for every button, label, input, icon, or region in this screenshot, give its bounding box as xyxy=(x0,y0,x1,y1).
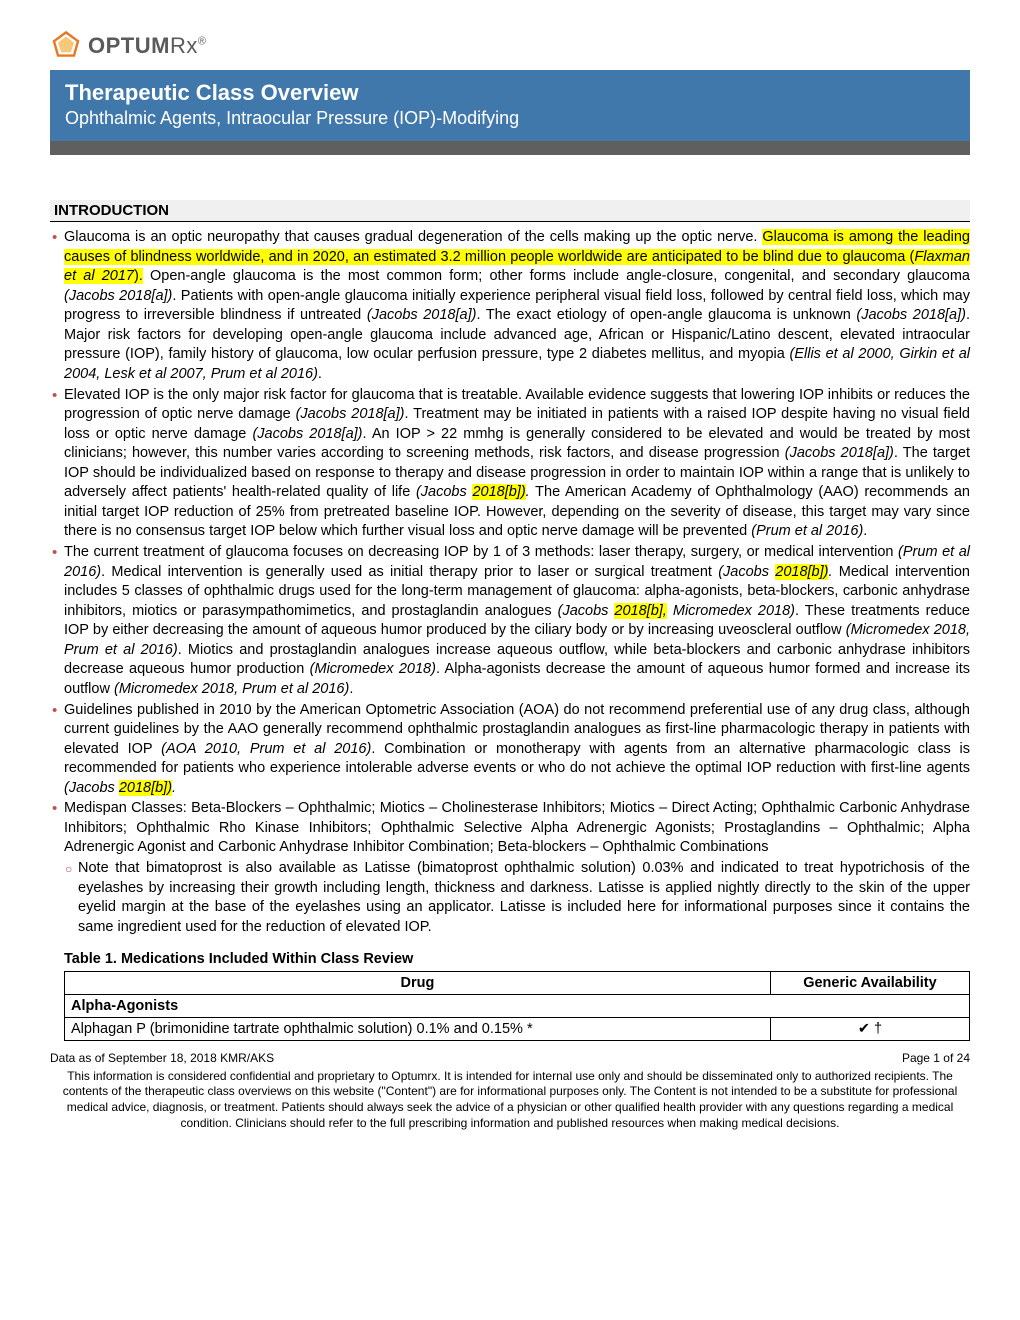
logo-text: OPTUMRx® xyxy=(88,33,206,59)
generic-cell: ✔ † xyxy=(770,1018,969,1041)
citation: (Jacobs 2018[b]) xyxy=(64,780,172,796)
footer-page: Page 1 of 24 xyxy=(902,1051,970,1067)
footer: Data as of September 18, 2018 KMR/AKS Pa… xyxy=(50,1051,970,1131)
title-bar: Therapeutic Class Overview Ophthalmic Ag… xyxy=(50,70,970,155)
footer-date: Data as of September 18, 2018 KMR/AKS xyxy=(50,1051,274,1067)
citation: (Jacobs 2018[a]) xyxy=(856,307,966,323)
logo-area: OPTUMRx® xyxy=(50,30,970,62)
bullet-4: Guidelines published in 2010 by the Amer… xyxy=(50,701,970,799)
medications-table: Drug Generic Availability Alpha-Agonists… xyxy=(64,971,970,1041)
check-icon: ✔ xyxy=(858,1021,870,1037)
citation: (Jacobs 2018[b]) xyxy=(416,484,526,500)
text: The current treatment of glaucoma focuse… xyxy=(64,544,898,560)
text: . xyxy=(172,780,176,796)
category-cell: Alpha-Agonists xyxy=(65,995,970,1018)
bullet-list: Glaucoma is an optic neuropathy that cau… xyxy=(50,228,970,937)
text: . Medical intervention is generally used… xyxy=(101,564,718,580)
content: INTRODUCTION Glaucoma is an optic neurop… xyxy=(50,200,970,1131)
logo: OPTUMRx® xyxy=(50,30,970,62)
citation: (Micromedex 2018, Prum et al 2016) xyxy=(114,681,349,697)
text: Glaucoma is an optic neuropathy that cau… xyxy=(64,229,762,245)
bullet-3: The current treatment of glaucoma focuse… xyxy=(50,543,970,700)
col-drug: Drug xyxy=(65,972,771,995)
bullet-1: Glaucoma is an optic neuropathy that cau… xyxy=(50,228,970,385)
text: Open-angle glaucoma is the most common f… xyxy=(143,268,970,284)
bullet-2: Elevated IOP is the only major risk fact… xyxy=(50,386,970,543)
bullet-5: Medispan Classes: Beta-Blockers – Ophtha… xyxy=(50,799,970,858)
citation: (Jacobs 2018[b], Micromedex 2018) xyxy=(558,603,795,619)
citation: (Jacobs 2018[a]) xyxy=(296,406,405,422)
drug-cell: Alphagan P (brimonidine tartrate ophthal… xyxy=(65,1018,771,1041)
text: Medispan Classes: Beta-Blockers – Ophtha… xyxy=(64,800,970,855)
table-row: Alphagan P (brimonidine tartrate ophthal… xyxy=(65,1018,970,1041)
col-generic: Generic Availability xyxy=(770,972,969,995)
table-title: Table 1. Medications Included Within Cla… xyxy=(50,951,970,967)
citation: (AOA 2010, Prum et al 2016) xyxy=(161,741,371,757)
citation: (Prum et al 2016) xyxy=(751,523,863,539)
text: . The exact etiology of open-angle glauc… xyxy=(476,307,856,323)
text: . xyxy=(863,523,867,539)
footer-meta: Data as of September 18, 2018 KMR/AKS Pa… xyxy=(50,1051,970,1067)
citation: (Jacobs 2018[a]) xyxy=(367,307,477,323)
citation: (Jacobs 2018[a]) xyxy=(64,288,172,304)
page-title: Therapeutic Class Overview xyxy=(65,80,955,106)
text: Note that bimatoprost is also available … xyxy=(78,860,970,935)
dagger: † xyxy=(874,1021,882,1037)
footer-disclaimer: This information is considered confident… xyxy=(50,1069,970,1131)
text: . xyxy=(349,681,353,697)
section-heading-introduction: INTRODUCTION xyxy=(50,200,970,222)
bullet-5-sub: Note that bimatoprost is also available … xyxy=(50,859,970,937)
citation: (Jacobs 2018[a]) xyxy=(785,445,894,461)
citation: (Jacobs 2018[a]) xyxy=(252,426,362,442)
optum-logo-icon xyxy=(50,30,82,62)
text: . xyxy=(318,366,322,382)
table-header-row: Drug Generic Availability xyxy=(65,972,970,995)
table-category-row: Alpha-Agonists xyxy=(65,995,970,1018)
citation: (Micromedex 2018) xyxy=(310,661,436,677)
page-subtitle: Ophthalmic Agents, Intraocular Pressure … xyxy=(65,108,955,129)
citation: (Jacobs 2018[b]) xyxy=(718,564,828,580)
